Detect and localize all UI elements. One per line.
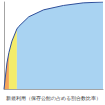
svg-text:新規利用（保存公館の占める割合数比率）: 新規利用（保存公館の占める割合数比率）	[6, 95, 101, 101]
